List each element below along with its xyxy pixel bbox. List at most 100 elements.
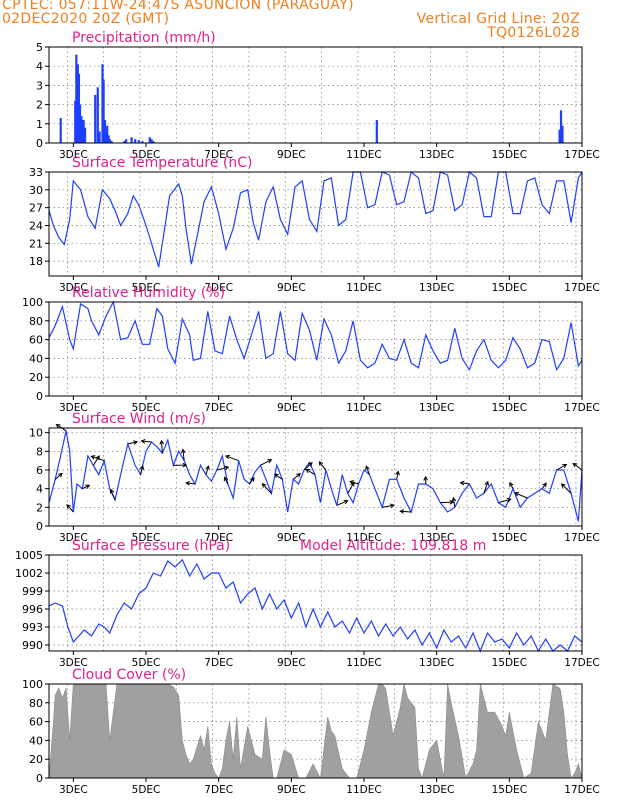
rh-line xyxy=(48,300,583,372)
wind-ytick-label: 2 xyxy=(36,501,43,514)
wind-arrow xyxy=(305,468,316,476)
wind-xtick-label: 9DEC xyxy=(277,532,306,544)
cloud-xtick-label: 7DEC xyxy=(204,784,233,796)
pres-ytick-label: 990 xyxy=(22,639,43,652)
wind-arrow xyxy=(303,462,313,471)
wind-arrow xyxy=(483,481,489,494)
wind-arrow-head xyxy=(349,480,355,485)
rh-xtick-label: 7DEC xyxy=(204,402,233,414)
pres-xtick-label: 15DEC xyxy=(492,657,527,669)
wind-arrow-head xyxy=(449,499,455,505)
cloud-xtick-label: 17DEC xyxy=(564,784,599,796)
temp-xtick-label: 15DEC xyxy=(492,282,527,294)
wind-arrow-head xyxy=(55,423,61,429)
wind-arrow-head xyxy=(318,461,324,466)
pres-ytick-label: 993 xyxy=(22,621,43,634)
precip-bar xyxy=(150,139,153,143)
wind-ytick-label: 6 xyxy=(36,464,43,477)
pres-xtick-label: 9DEC xyxy=(277,657,306,669)
precip-bar xyxy=(94,95,97,143)
grid-note-header: Vertical Grid Line: 20Z xyxy=(416,11,580,27)
wind-arrow xyxy=(161,440,163,454)
wind-xtick-label: 17DEC xyxy=(564,532,599,544)
temp-xtick-label: 11DEC xyxy=(346,282,381,294)
temp-xtick-label: 9DEC xyxy=(277,282,306,294)
precip-xtick-label: 3DEC xyxy=(59,149,88,161)
wind-arrow-head xyxy=(57,472,63,478)
wind-ytick-label: 4 xyxy=(36,483,43,496)
model-code-header: TQ0126L028 xyxy=(487,25,580,41)
wind-arrow xyxy=(400,510,412,513)
precip-bar xyxy=(83,127,87,143)
wind-arrow xyxy=(224,477,229,485)
wind-arrow-head xyxy=(459,480,465,486)
wind-arrow xyxy=(460,482,470,485)
wind-arrow xyxy=(396,471,399,480)
temp-ytick-label: 24 xyxy=(29,219,43,232)
pres-xtick-label: 7DEC xyxy=(204,657,233,669)
wind-arrow-head xyxy=(395,470,400,476)
temp-title: Surface Temperature (nC) xyxy=(72,155,253,171)
wind-arrow-head xyxy=(484,480,489,486)
precip-xtick-label: 17DEC xyxy=(564,149,599,161)
wind-arrow-head xyxy=(261,482,267,488)
wind-arrow xyxy=(82,484,90,490)
cloud-xtick-label: 9DEC xyxy=(277,784,306,796)
wind-arrow xyxy=(274,473,283,480)
wind-arrow-head xyxy=(296,473,302,478)
wind-arrow-head xyxy=(451,496,457,502)
precip-bar xyxy=(78,104,82,143)
temp-ytick-label: 27 xyxy=(29,202,43,215)
rh-xtick-label: 5DEC xyxy=(132,402,161,414)
wind-arrow-head xyxy=(572,462,578,468)
wind-arrow-head xyxy=(159,439,165,445)
wind-arrow-head xyxy=(305,468,311,474)
precip-xtick-label: 9DEC xyxy=(277,149,306,161)
rh-frame xyxy=(48,301,583,397)
rh-ytick-label: 100 xyxy=(22,296,43,309)
wind-arrow xyxy=(140,465,144,475)
wind-arrow xyxy=(91,455,105,462)
wind-arrow xyxy=(318,461,327,471)
wind-arrow-head xyxy=(133,440,139,445)
precip-bar xyxy=(558,129,561,143)
precip-bar xyxy=(108,139,111,143)
wind-arrow-head xyxy=(267,459,273,464)
wind-arrows xyxy=(54,423,583,514)
wind-arrow-head xyxy=(224,465,230,471)
wind-ytick-label: 10 xyxy=(29,427,43,440)
precip-title: Precipitation (mm/h) xyxy=(72,30,216,46)
wind-arrow-head xyxy=(109,488,115,494)
pres-line xyxy=(48,558,583,653)
pres-ytick-label: 1005 xyxy=(15,549,43,562)
wind-panel: 0 2 4 6 8 10 3DEC 5DEC 7DEC 9DEC 11DEC 13DEC 15DEC 17… xyxy=(29,411,600,544)
pres-title: Surface Pressure (hPa) xyxy=(72,538,230,554)
wind-arrow-head xyxy=(185,480,191,486)
pres-xtick-label: 17DEC xyxy=(564,657,599,669)
wind-arrow-head xyxy=(180,448,186,454)
wind-arrow xyxy=(556,464,567,471)
wind-arrow-head xyxy=(509,481,514,487)
precip-xtick-label: 11DEC xyxy=(346,149,381,161)
wind-arrow-head xyxy=(343,499,349,505)
cloud-xtick-label: 3DEC xyxy=(59,784,88,796)
wind-arrow xyxy=(54,473,63,480)
rh-ytick-label: 20 xyxy=(29,371,43,384)
wind-ytick-label: 8 xyxy=(36,445,43,458)
rh-panel: 0 20 40 60 80 100 3DEC 5DEC 7DEC 9DEC 11DEC 13DEC 15… xyxy=(22,285,600,414)
precip-bar xyxy=(559,110,563,143)
wind-arrow xyxy=(182,449,185,461)
wind-arrow xyxy=(92,455,100,466)
wind-arrow-head xyxy=(90,455,96,460)
run-date-header: 02DEC2020 20Z (GMT) xyxy=(2,11,170,27)
wind-arrow-head xyxy=(224,454,230,460)
cloud-panel: 0 20 40 60 80 100 3DEC 5DEC 7DEC 9DEC 11DEC 13DEC 15… xyxy=(22,667,600,796)
temp-ytick-label: 30 xyxy=(29,184,43,197)
rh-xtick-label: 3DEC xyxy=(59,402,88,414)
wind-xtick-label: 13DEC xyxy=(419,532,454,544)
wind-arrow xyxy=(216,466,229,471)
wind-arrow-head xyxy=(66,504,71,509)
precip-bar xyxy=(75,54,78,143)
wind-arrow-head xyxy=(273,473,279,478)
